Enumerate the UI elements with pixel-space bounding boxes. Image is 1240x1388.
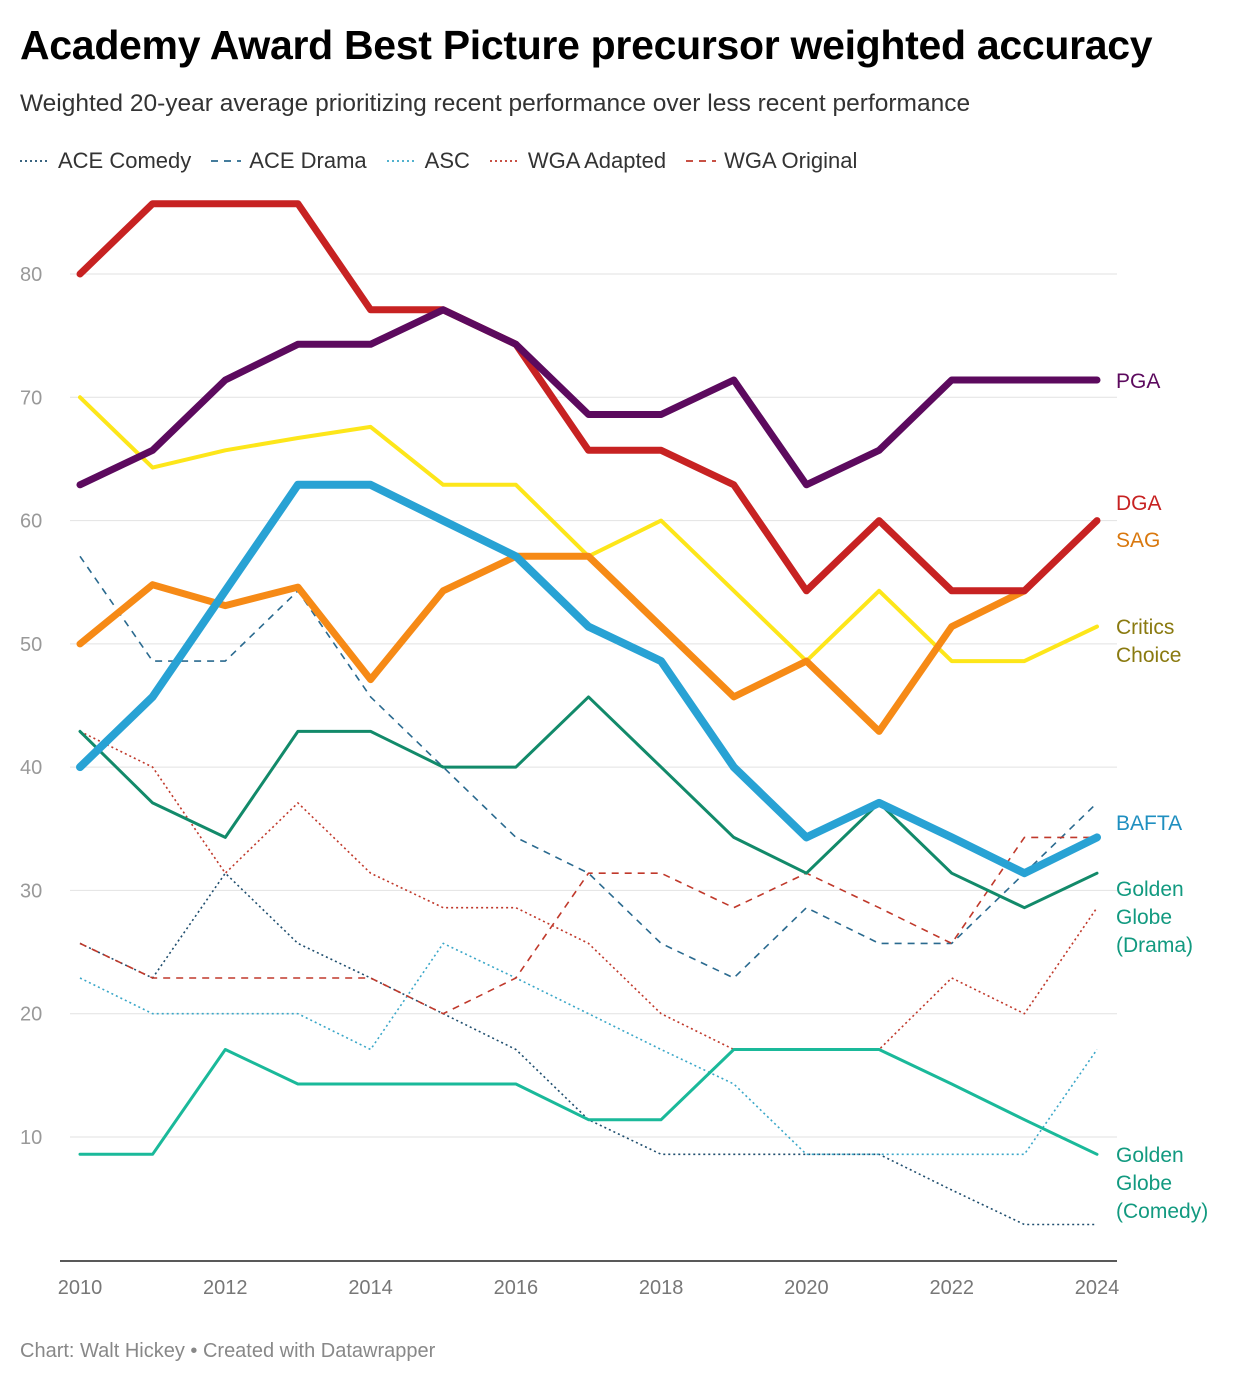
legend-item-ace-drama: ACE Drama <box>211 148 367 174</box>
series-label-line: (Comedy) <box>1116 1200 1208 1223</box>
legend-swatch <box>686 160 717 162</box>
series-line-dga <box>76 200 1101 595</box>
y-tick-label: 20 <box>20 1004 42 1026</box>
series-label-line: BAFTA <box>1116 812 1182 835</box>
y-tick-label: 80 <box>20 264 42 286</box>
series-label-golden-globe-drama: Golden Globe (Drama) <box>1116 878 1193 957</box>
x-tick-label: 2014 <box>348 1277 393 1299</box>
legend-item-ace-comedy: ACE Comedy <box>20 148 191 174</box>
x-tick-label: 2010 <box>58 1277 103 1299</box>
legend-label: WGA Adapted <box>527 148 667 173</box>
series-label-line: Choice <box>1116 644 1181 667</box>
series-label-golden-globe-comedy: Golden Globe (Comedy) <box>1116 1144 1208 1223</box>
legend-label: WGA Original <box>724 148 858 173</box>
series-line-asc <box>79 942 1098 1156</box>
series-label-critics-choice: Critics Choice <box>1116 616 1181 667</box>
legend-swatch <box>386 160 417 162</box>
series-line-ace-drama <box>79 555 1098 979</box>
x-tick-label: 2024 <box>1075 1277 1120 1299</box>
legend-swatch <box>489 160 520 162</box>
series-line-ace-comedy <box>79 872 1097 1226</box>
chart-credit: Chart: Walt Hickey • Created with Datawr… <box>20 1340 436 1362</box>
y-tick-label: 40 <box>20 757 42 779</box>
y-tick-label: 50 <box>20 634 42 656</box>
series-line-bafta <box>76 480 1101 878</box>
series-line-pga <box>76 306 1101 489</box>
series-label-line: DGA <box>1116 492 1162 515</box>
series-label-dga: DGA <box>1116 492 1162 515</box>
series-line-wga-adapted <box>79 730 1098 1051</box>
legend-label: ACE Comedy <box>58 148 192 173</box>
series-label-line: PGA <box>1116 370 1160 393</box>
series-label-bafta: BAFTA <box>1116 812 1182 835</box>
y-tick-label: 70 <box>20 387 42 409</box>
series-label-line: Golden <box>1116 1144 1184 1167</box>
legend-swatch <box>20 160 50 162</box>
series-line-sag <box>76 552 1028 735</box>
y-tick-label: 10 <box>20 1127 42 1149</box>
x-tick-label: 2018 <box>639 1277 684 1299</box>
series-label-line: (Drama) <box>1116 934 1193 957</box>
legend-item-asc: ASC <box>386 148 470 174</box>
series-label-sag: SAG <box>1116 529 1160 552</box>
series-line-golden-globe-comedy <box>78 1048 1099 1156</box>
x-tick-label: 2012 <box>203 1277 248 1299</box>
series-label-line: Golden <box>1116 878 1184 901</box>
x-tick-label: 2022 <box>929 1277 974 1299</box>
series-label-line: Globe <box>1116 1172 1172 1195</box>
series-label-line: SAG <box>1116 529 1160 552</box>
chart-subtitle: Weighted 20-year average prioritizing re… <box>20 90 971 117</box>
series-line-golden-globe-drama <box>78 695 1099 910</box>
series-label-pga: PGA <box>1116 370 1160 393</box>
y-tick-label: 30 <box>20 880 42 902</box>
legend-item-wga-original: WGA Original <box>686 148 857 174</box>
legend-label: ACE Drama <box>249 148 367 173</box>
series-label-line: Globe <box>1116 906 1172 929</box>
legend-item-wga-adapted: WGA Adapted <box>489 148 667 174</box>
y-tick-label: 60 <box>20 511 42 533</box>
x-tick-label: 2016 <box>494 1277 539 1299</box>
series-label-line: Critics <box>1116 616 1174 639</box>
chart-title: Academy Award Best Picture precursor wei… <box>20 22 1153 68</box>
legend-swatch <box>211 160 242 162</box>
x-tick-label: 2020 <box>784 1277 829 1299</box>
series-line-wga-original <box>79 836 1097 1015</box>
legend-label: ASC <box>424 148 470 173</box>
legend: ACE Comedy ACE Drama ASC WGA Adapted WGA Ori… <box>20 148 857 174</box>
